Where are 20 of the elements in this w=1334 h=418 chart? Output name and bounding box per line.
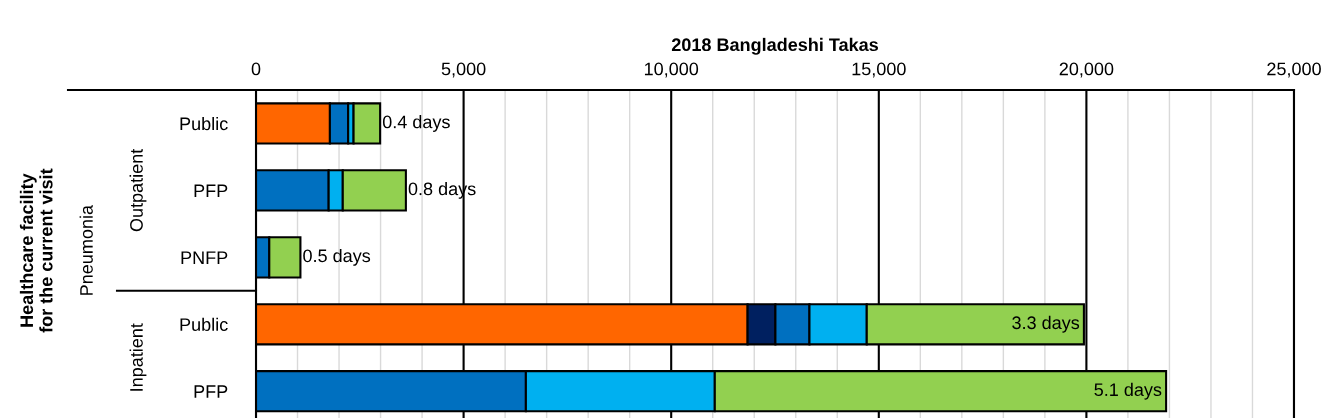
x-axis-title: 2018 Bangladeshi Takas [671, 37, 878, 55]
y-tick-label: PNFP [181, 251, 228, 264]
annotation: 0.5 days [303, 248, 371, 266]
y-tick-label: PFP [194, 385, 228, 398]
y-tick-label: Public [180, 317, 228, 332]
y-tick-label: PFP [194, 184, 228, 197]
x-tick-label: 20,000 [1059, 62, 1114, 78]
text: Inpatient [129, 323, 147, 391]
annotation: 3.3 days [1012, 315, 1080, 333]
x-tick-label: 0 [251, 62, 261, 76]
text: Healthcare facility for the current visit [19, 168, 53, 333]
y-tick-label: Public [180, 116, 228, 131]
text: Pneumonia [79, 204, 93, 295]
x-tick-label: 5,000 [441, 62, 486, 78]
x-tick-label: 25,000 [1267, 62, 1321, 78]
text: Outpatient [129, 148, 147, 232]
annotation: 5.1 days [1094, 382, 1162, 400]
annotation: 0.4 days [382, 115, 450, 132]
x-tick-label: 15,000 [852, 62, 906, 78]
x-tick-label: 10,000 [644, 62, 699, 78]
